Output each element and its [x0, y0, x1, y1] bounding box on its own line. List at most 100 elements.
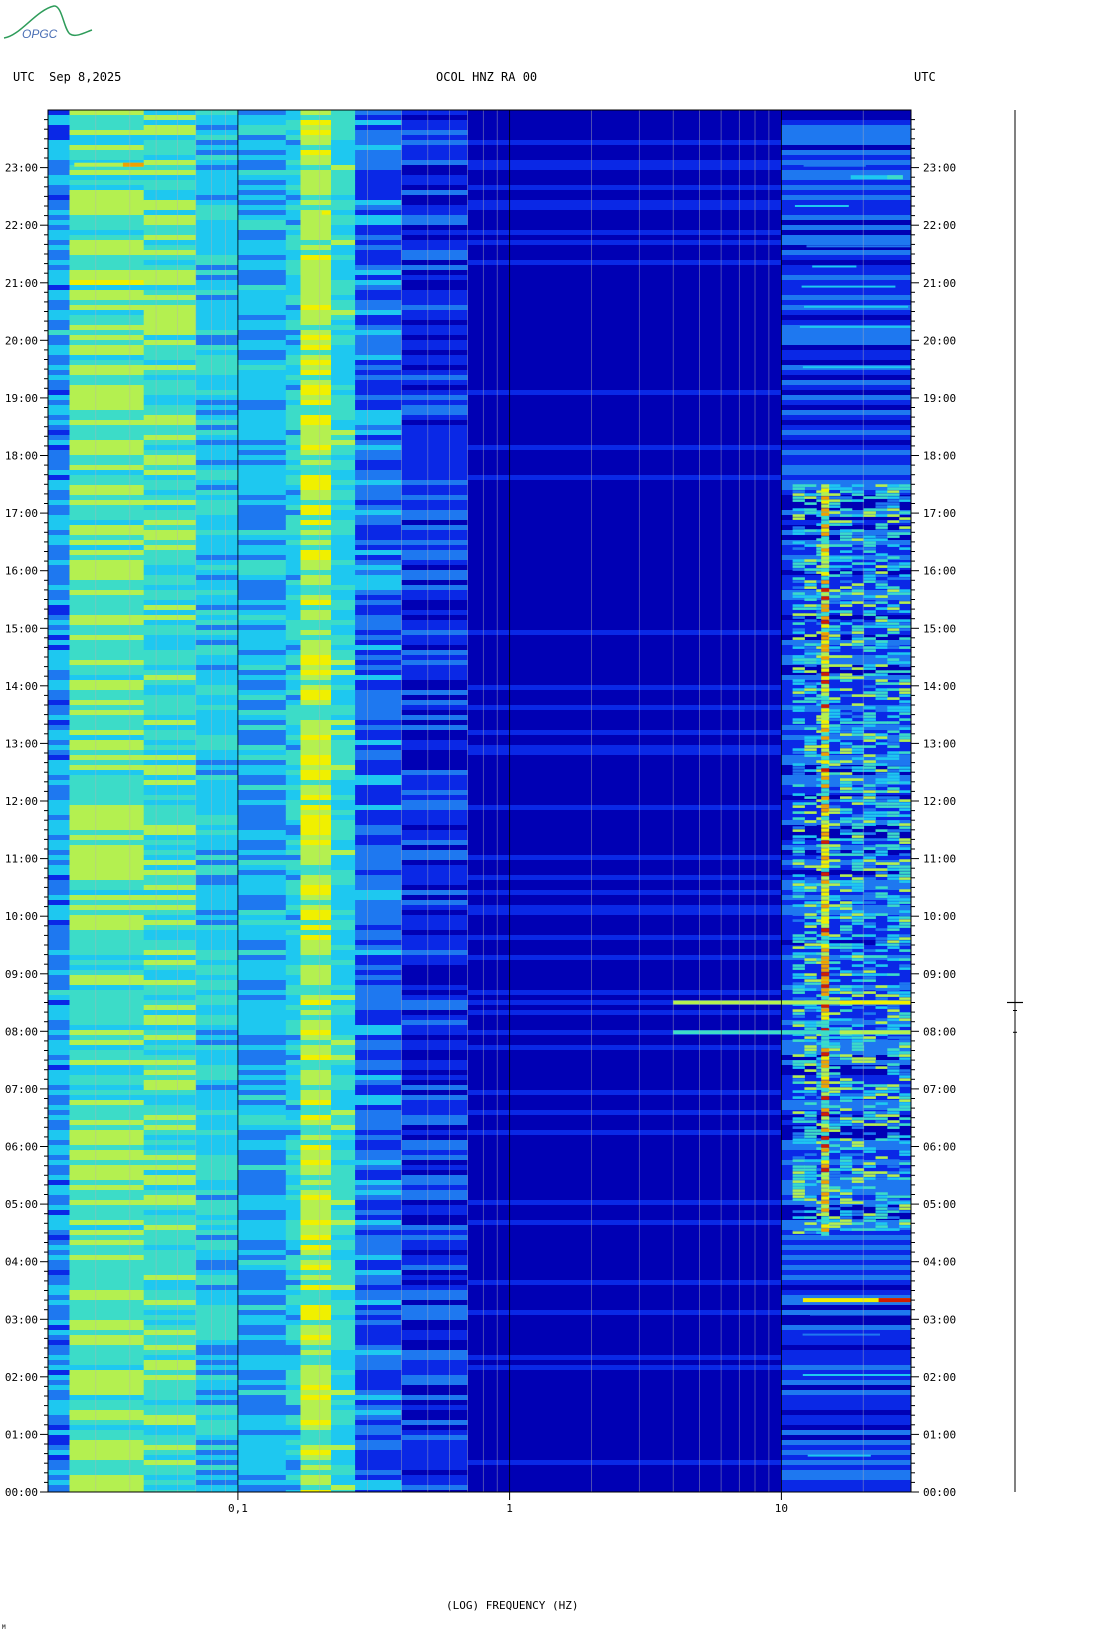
heatmap-cell: [285, 945, 302, 951]
heatmap-cell: [331, 1410, 356, 1416]
heatmap-cell: [792, 1192, 805, 1195]
heatmap-cell: [195, 875, 239, 881]
heatmap-cell: [143, 465, 197, 471]
heatmap-cell: [781, 1315, 911, 1321]
heatmap-cell: [143, 930, 197, 936]
heatmap-cell: [401, 1400, 468, 1406]
heatmap-cell: [331, 1020, 356, 1026]
heatmap-cell: [300, 580, 332, 586]
heatmap-cell: [195, 590, 239, 596]
heatmap-cell: [781, 290, 911, 296]
heatmap-cell: [285, 720, 302, 726]
heatmap-cell: [781, 575, 911, 581]
heatmap-cell: [887, 925, 900, 928]
heatmap-cell: [331, 400, 356, 406]
heatmap-cell: [781, 1285, 911, 1291]
heatmap-cell: [792, 643, 805, 646]
heatmap-cell: [821, 948, 830, 952]
heatmap-cell: [899, 847, 911, 850]
heatmap-cell: [143, 680, 197, 686]
heatmap-cell: [285, 795, 302, 801]
heatmap-cell: [851, 820, 865, 823]
heatmap-cell: [355, 1485, 402, 1491]
heatmap-cell: [237, 220, 287, 226]
heatmap-cell: [401, 245, 468, 251]
heatmap-cell: [851, 1060, 865, 1063]
heatmap-cell: [195, 1105, 239, 1111]
heatmap-cell: [69, 1400, 145, 1406]
heatmap-cell: [355, 135, 402, 141]
heatmap-cell: [781, 1265, 911, 1271]
heatmap-cell: [467, 400, 782, 406]
heatmap-cell: [792, 1009, 805, 1012]
heatmap-cell: [792, 973, 805, 976]
heatmap-cell: [781, 150, 911, 156]
heatmap-cell: [781, 1050, 911, 1056]
heatmap-cell: [48, 570, 70, 576]
heatmap-cell: [887, 607, 900, 610]
heatmap-cell: [828, 997, 841, 1000]
heatmap-cell: [840, 1078, 853, 1081]
heatmap-cell: [300, 1270, 332, 1276]
heatmap-cell: [851, 880, 865, 883]
heatmap-cell: [899, 577, 911, 580]
heatmap-cell: [401, 325, 468, 331]
heatmap-cell: [237, 195, 287, 201]
heatmap-cell: [237, 1400, 287, 1406]
heatmap-cell: [300, 1420, 332, 1426]
heatmap-cell: [887, 631, 900, 634]
heatmap-cell: [285, 420, 302, 426]
heatmap-cell: [300, 340, 332, 346]
heatmap-cell: [899, 709, 911, 712]
heatmap-cell: [887, 904, 900, 907]
heatmap-cell: [863, 802, 876, 805]
heatmap-cell: [331, 475, 356, 481]
heatmap-cell: [195, 1145, 239, 1151]
heatmap-cell: [821, 996, 830, 1000]
heatmap-cell: [355, 690, 402, 696]
heatmap-cell: [331, 980, 356, 986]
heatmap-cell: [804, 1060, 817, 1063]
heatmap-cell: [401, 1350, 468, 1356]
heatmap-cell: [355, 1310, 402, 1316]
heatmap-cell: [828, 979, 841, 982]
heatmap-cell: [467, 655, 782, 661]
heatmap-cell: [781, 1370, 911, 1376]
heatmap-cell: [467, 625, 782, 631]
heatmap-cell: [875, 679, 888, 682]
heatmap-cell: [48, 1075, 70, 1081]
heatmap-cell: [237, 740, 287, 746]
heatmap-cell: [355, 275, 402, 281]
heatmap-cell: [401, 835, 468, 841]
heatmap-cell: [875, 850, 888, 853]
heatmap-cell: [851, 1006, 865, 1009]
heatmap-cell: [195, 1395, 239, 1401]
heatmap-cell: [300, 620, 332, 626]
heatmap-cell: [804, 835, 817, 838]
heatmap-cell: [355, 960, 402, 966]
heatmap-cell: [48, 520, 70, 526]
heatmap-cell: [331, 1360, 356, 1366]
heatmap-cell: [143, 1210, 197, 1216]
heatmap-cell: [143, 390, 197, 396]
heatmap-cell: [899, 703, 911, 706]
heatmap-cell: [48, 1060, 70, 1066]
heatmap-cell: [467, 1015, 782, 1021]
heatmap-cell: [143, 545, 197, 551]
heatmap-cell: [331, 1245, 356, 1251]
heatmap-cell: [828, 961, 841, 964]
heatmap-cell: [331, 1450, 356, 1456]
heatmap-cell: [792, 1021, 805, 1024]
heatmap-cell: [467, 355, 782, 361]
heatmap-cell: [401, 1140, 468, 1146]
heatmap-cell: [69, 595, 145, 601]
heatmap-cell: [467, 970, 782, 976]
heatmap-cell: [300, 1405, 332, 1411]
heatmap-cell: [69, 115, 145, 121]
heatmap-cell: [781, 430, 911, 436]
heatmap-cell: [401, 815, 468, 821]
heatmap-cell: [285, 480, 302, 486]
heatmap-cell: [48, 1345, 70, 1351]
heatmap-cell: [851, 1213, 865, 1216]
heatmap-cell: [851, 1126, 865, 1129]
